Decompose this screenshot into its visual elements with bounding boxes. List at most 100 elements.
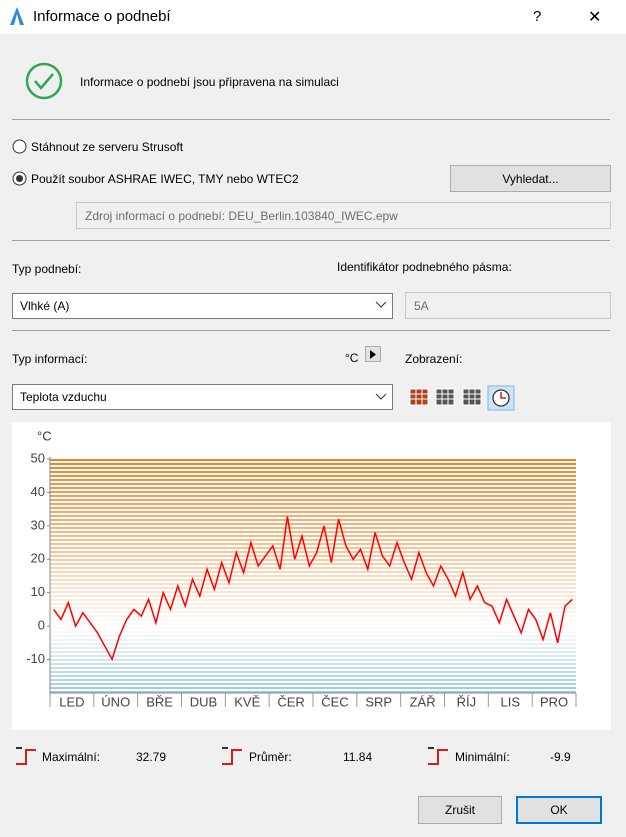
zone-id-label: Identifikátor podnebného pásma: xyxy=(337,260,512,274)
radio[interactable] xyxy=(12,139,27,154)
band xyxy=(50,683,576,685)
band xyxy=(50,691,576,693)
band xyxy=(50,639,576,641)
x-tick-label: SRP xyxy=(365,694,392,709)
band xyxy=(50,663,576,665)
band xyxy=(50,479,576,481)
band xyxy=(50,487,576,489)
separator xyxy=(12,119,610,120)
band xyxy=(50,535,576,537)
band xyxy=(50,607,576,609)
band xyxy=(50,591,576,593)
unit-label: °C xyxy=(345,351,359,365)
band xyxy=(50,671,576,673)
y-tick-label: 20 xyxy=(31,551,45,566)
dropdown-value: Vlhké (A) xyxy=(20,299,70,313)
browse-button[interactable]: Vyhledat... xyxy=(450,165,611,192)
stat-icon xyxy=(426,746,450,769)
x-tick-label: ZÁŘ xyxy=(410,694,436,709)
stat-label: Průměr: xyxy=(249,750,292,764)
y-axis-label: °C xyxy=(37,428,52,443)
x-tick-label: ŘÍJ xyxy=(457,694,477,709)
stat-icon xyxy=(14,746,38,769)
climate-type-dropdown[interactable]: Vlhké (A) xyxy=(12,293,393,319)
band xyxy=(50,503,576,505)
status-text: Informace o podnebí jsou připravena na s… xyxy=(80,75,339,89)
display-mode-icons[interactable] xyxy=(408,385,518,411)
band xyxy=(50,647,576,649)
info-type-dropdown[interactable]: Teplota vzduchu xyxy=(12,384,393,410)
separator xyxy=(12,240,610,241)
band xyxy=(50,631,576,633)
x-tick-label: LED xyxy=(59,694,84,709)
x-tick-label: ÚNO xyxy=(101,694,130,709)
x-tick-label: ČEC xyxy=(321,694,348,709)
band xyxy=(50,483,576,485)
band xyxy=(50,659,576,661)
band xyxy=(50,515,576,517)
stat-value: -9.9 xyxy=(550,750,571,764)
status-icon xyxy=(25,62,63,100)
unit-toggle[interactable] xyxy=(365,346,381,362)
band xyxy=(50,651,576,653)
close-button[interactable]: ✕ xyxy=(588,9,602,26)
cancel-button[interactable]: Zrušit xyxy=(418,796,502,824)
radio-label[interactable]: Použít soubor ASHRAE IWEC, TMY nebo WTEC… xyxy=(31,172,299,186)
band xyxy=(50,563,576,565)
temperature-line xyxy=(53,516,573,662)
ok-button[interactable]: OK xyxy=(516,796,602,824)
band xyxy=(50,491,576,493)
band xyxy=(50,667,576,669)
band xyxy=(50,527,576,529)
band xyxy=(50,675,576,677)
dialog-title: Informace o podnebí xyxy=(33,8,171,25)
band xyxy=(50,511,576,513)
band xyxy=(50,595,576,597)
band xyxy=(50,603,576,605)
band xyxy=(50,627,576,629)
band xyxy=(50,531,576,533)
band xyxy=(50,551,576,553)
band xyxy=(50,543,576,545)
band xyxy=(50,623,576,625)
band xyxy=(50,611,576,613)
y-tick-label: 40 xyxy=(31,484,45,499)
band xyxy=(50,687,576,689)
y-tick-label: -10 xyxy=(26,651,45,666)
stat-icon xyxy=(220,746,244,769)
stat-value: 11.84 xyxy=(343,750,373,764)
y-tick-label: 30 xyxy=(31,517,45,532)
band xyxy=(50,599,576,601)
band xyxy=(50,539,576,541)
x-tick-label: LIS xyxy=(500,694,520,709)
y-tick-label: 50 xyxy=(31,450,45,465)
x-tick-label: KVĚ xyxy=(234,694,260,709)
radio-checked[interactable] xyxy=(12,171,27,186)
band xyxy=(50,519,576,521)
app-icon xyxy=(10,7,24,25)
band xyxy=(50,619,576,621)
band xyxy=(50,643,576,645)
help-button[interactable]: ? xyxy=(533,8,542,25)
band xyxy=(50,583,576,585)
chart: °C -10 0 10 20 30 40 50 LED ÚNO BŘE DUB KVĚ ČER ČEC SR… xyxy=(12,422,611,730)
band xyxy=(50,523,576,525)
band xyxy=(50,587,576,589)
band xyxy=(50,499,576,501)
band xyxy=(50,575,576,577)
radio-label[interactable]: Stáhnout ze serveru Strusoft xyxy=(31,140,184,154)
band xyxy=(50,555,576,557)
band xyxy=(50,495,576,497)
band xyxy=(50,567,576,569)
band xyxy=(50,615,576,617)
x-tick-label: PRO xyxy=(540,694,568,709)
band xyxy=(50,463,576,465)
source-file-field: Zdroj informací o podnebí: DEU_Berlin.10… xyxy=(76,202,611,229)
x-tick-label: ČER xyxy=(277,694,304,709)
dropdown-arrow xyxy=(375,301,387,308)
x-tick-label: BŘE xyxy=(146,694,173,709)
band xyxy=(50,547,576,549)
band xyxy=(50,471,576,473)
x-tick-label: DUB xyxy=(190,694,217,709)
